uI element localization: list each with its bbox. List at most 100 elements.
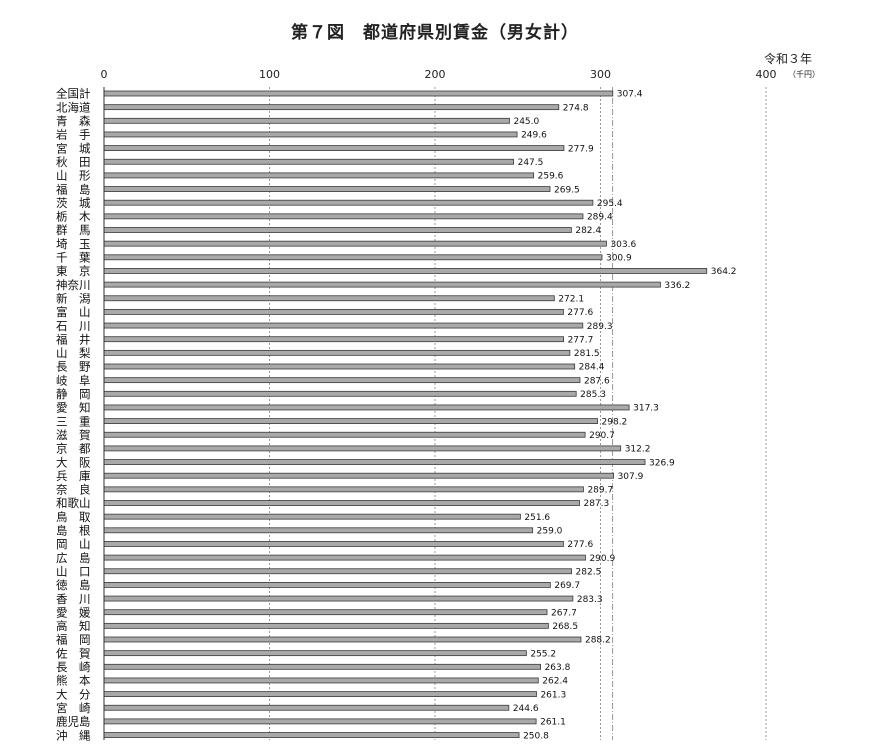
year-note: 令和３年 [764, 52, 813, 66]
bar [103, 677, 539, 684]
category-label: 神奈川 [56, 278, 91, 292]
bar [103, 431, 586, 438]
category-label: 山 口 [56, 564, 91, 578]
grid-lines [269, 87, 767, 740]
value-labels: 307.4 274.8 245.0 249.6 277.9 247.5 259.6 269.5… [513, 90, 737, 742]
bar [103, 131, 518, 138]
bar [103, 145, 565, 152]
bar [103, 158, 515, 165]
value-label: 300.9 [606, 254, 632, 264]
category-label: 大 阪 [56, 455, 91, 469]
category-label: 鳥 取 [56, 510, 91, 524]
category-label: 徳 島 [56, 578, 91, 592]
bars [103, 90, 708, 738]
bar [103, 349, 571, 356]
value-label: 263.8 [545, 663, 571, 673]
value-label: 287.6 [584, 376, 610, 386]
bar [103, 363, 576, 370]
category-label: 和歌山 [56, 496, 91, 510]
bar [103, 500, 580, 506]
value-label: 283.3 [577, 595, 603, 605]
bar [103, 622, 549, 629]
bar [103, 636, 582, 643]
value-label: 277.6 [567, 308, 593, 318]
bar [103, 377, 581, 384]
category-label: 愛 知 [56, 401, 91, 415]
value-label: 282.4 [575, 226, 601, 236]
category-label: 山 梨 [56, 346, 91, 360]
value-label: 285.3 [580, 390, 606, 400]
category-label: 栃 木 [56, 210, 91, 224]
bar [103, 554, 586, 561]
bar [103, 322, 584, 329]
category-label: 長 野 [56, 360, 91, 374]
bar [103, 732, 520, 738]
x-tick-label-0: 0 [101, 68, 108, 81]
bar [103, 390, 577, 397]
value-label: 259.0 [537, 527, 563, 537]
value-label: 269.5 [554, 185, 580, 195]
category-label: 広 島 [56, 551, 91, 565]
category-label: 石 川 [56, 319, 91, 333]
bar [103, 527, 534, 534]
x-tick-label-400: 400 [756, 68, 777, 81]
value-label: 277.9 [568, 144, 594, 154]
category-label: 岐 阜 [56, 373, 91, 387]
x-tick-label-200: 200 [425, 68, 446, 81]
category-label: 熊 本 [56, 674, 91, 688]
category-label: 北海道 [56, 100, 91, 114]
value-label: 282.5 [576, 567, 602, 577]
category-label: 全国計 [56, 87, 91, 101]
value-label: 303.6 [610, 240, 636, 250]
category-label: 佐 賀 [56, 646, 91, 660]
bar [103, 718, 537, 725]
value-label: 250.8 [523, 731, 549, 741]
category-label: 秋 田 [56, 155, 91, 169]
category-label: 福 岡 [56, 633, 91, 647]
value-label: 272.1 [558, 294, 584, 304]
value-label: 277.6 [567, 540, 593, 550]
value-label: 287.3 [583, 499, 609, 509]
category-label: 福 島 [56, 182, 91, 196]
bar [103, 609, 548, 616]
bar [103, 227, 572, 233]
value-label: 307.9 [618, 472, 644, 482]
bar [103, 582, 551, 588]
category-label: 宮 城 [56, 141, 91, 155]
value-label: 262.4 [542, 677, 568, 687]
unit-label: （千円） [788, 70, 820, 79]
category-label: 愛 媛 [56, 605, 91, 619]
category-label: 三 重 [56, 414, 91, 428]
category-label: 京 都 [56, 442, 91, 456]
value-label: 251.6 [524, 513, 550, 523]
value-label: 244.6 [513, 704, 539, 714]
value-label: 288.2 [585, 636, 611, 646]
bar [103, 213, 584, 220]
value-label: 312.2 [625, 445, 651, 455]
value-label: 274.8 [563, 103, 589, 113]
category-label: 群 馬 [56, 223, 91, 237]
bar [103, 663, 541, 670]
value-label: 336.2 [664, 281, 690, 291]
bar [103, 104, 560, 111]
category-label: 奈 良 [56, 483, 91, 497]
category-label: 新 潟 [56, 291, 91, 305]
category-label: 富 山 [56, 305, 91, 319]
bar [103, 704, 510, 711]
bar [103, 308, 564, 315]
value-label: 289.4 [587, 213, 613, 223]
bar [103, 650, 527, 657]
category-label: 宮 崎 [56, 701, 91, 715]
bar [103, 513, 521, 520]
category-label: 埼 玉 [56, 237, 91, 251]
bar [103, 691, 537, 697]
category-label: 山 形 [56, 169, 91, 183]
bar [103, 336, 564, 343]
category-label: 滋 賀 [56, 428, 91, 442]
bar [103, 568, 572, 575]
category-label: 香 川 [56, 592, 91, 606]
value-label: 290.9 [589, 554, 615, 564]
value-label: 268.5 [552, 622, 578, 632]
